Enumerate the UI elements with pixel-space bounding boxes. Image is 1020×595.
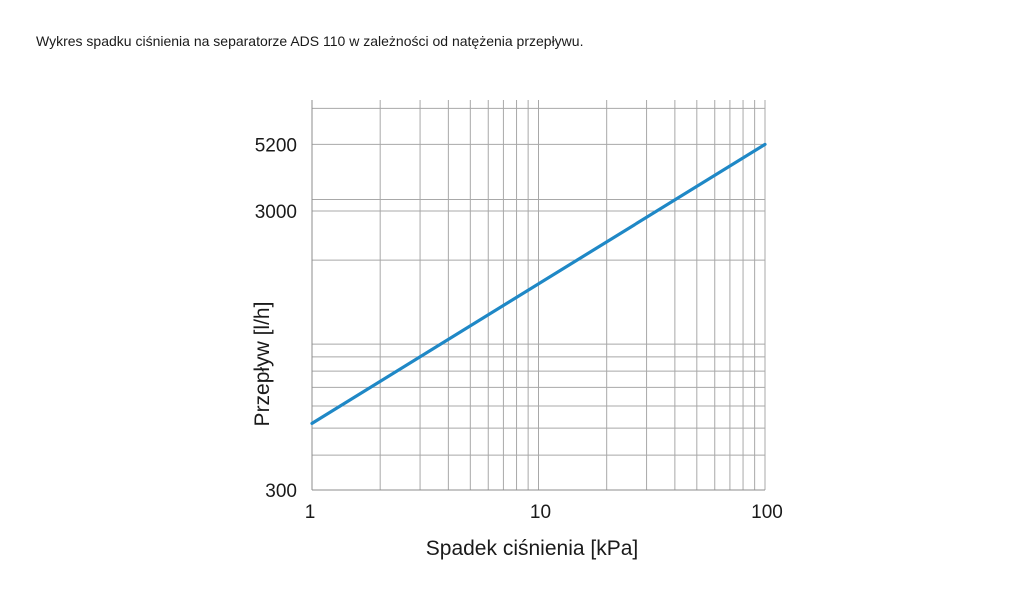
x-axis-label: Spadek ciśnienia [kPa] [426,537,638,560]
y-tick-label: 300 [265,481,297,502]
x-tick-label: 10 [530,502,551,523]
series-line [310,142,767,425]
chart-caption: Wykres spadku ciśnienia na separatorze A… [36,33,584,49]
y-tick-label: 3000 [255,202,297,223]
x-tick-label: 100 [751,502,783,523]
chart-series [310,142,767,425]
x-tick-label: 1 [305,502,316,523]
chart-grid [311,100,766,491]
y-tick-label: 5200 [255,135,297,156]
y-axis-label: Przepływ [l/h] [251,302,274,427]
chart-ticks: 1 10 100 300 3000 5200 [255,135,783,523]
